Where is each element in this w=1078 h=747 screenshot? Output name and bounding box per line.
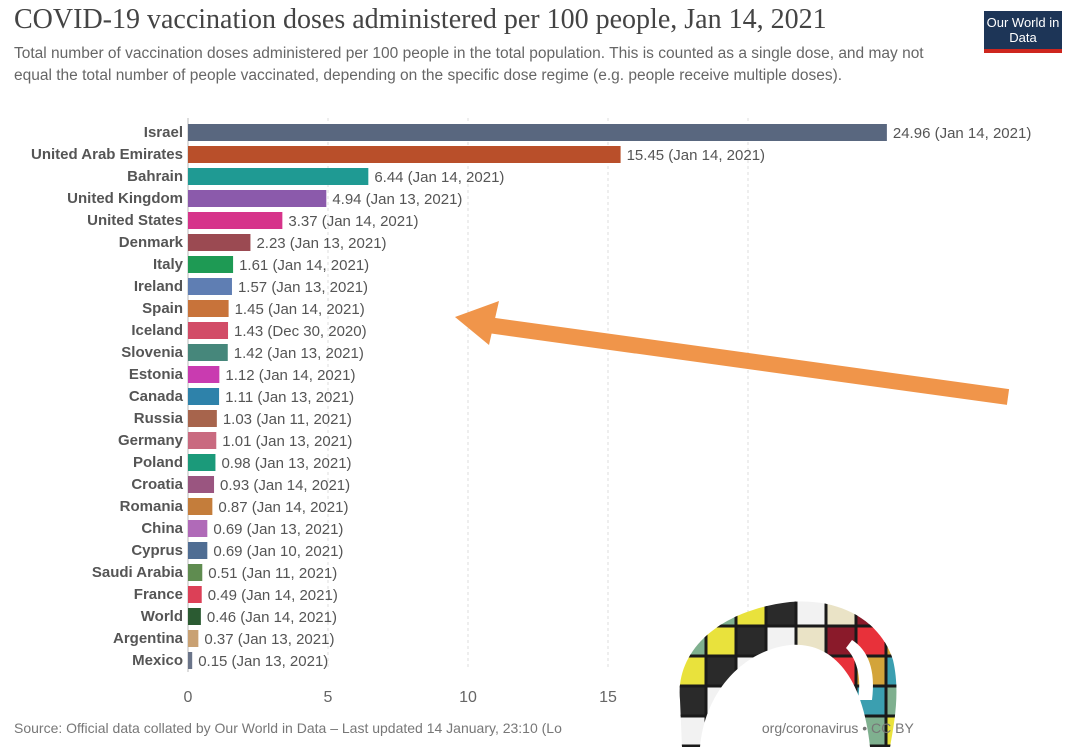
source-note: Source: Official data collated by Our Wo… (14, 720, 1074, 736)
category-label: Cyprus (131, 542, 183, 559)
bars: Israel 24.96 (Jan 14, 2021) United Arab Em… (31, 124, 1031, 670)
category-label: Germany (118, 432, 184, 449)
value-label: 0.98 (Jan 13, 2021) (221, 455, 351, 472)
category-label: Saudi Arabia (92, 564, 184, 581)
category-label: Poland (133, 454, 183, 471)
value-label: 4.94 (Jan 13, 2021) (332, 191, 462, 208)
bar-spain[interactable] (188, 300, 229, 317)
value-label: 1.01 (Jan 13, 2021) (222, 433, 352, 450)
owid-logo[interactable]: Our World in Data (984, 11, 1062, 53)
bar-canada[interactable] (188, 388, 220, 405)
bar-estonia[interactable] (188, 366, 220, 383)
value-label: 1.61 (Jan 14, 2021) (239, 257, 369, 274)
value-label: 24.96 (Jan 14, 2021) (893, 125, 1031, 142)
category-label: Croatia (131, 476, 183, 493)
category-label: Mexico (132, 652, 183, 669)
sticker-inner-cutout (700, 644, 870, 747)
bar-cyprus[interactable] (188, 542, 208, 559)
value-label: 6.44 (Jan 14, 2021) (374, 169, 504, 186)
value-label: 0.69 (Jan 13, 2021) (213, 521, 343, 538)
x-tick-label: 15 (599, 689, 617, 706)
bar-denmark[interactable] (188, 234, 251, 251)
category-label: Italy (153, 256, 184, 273)
category-label: Canada (129, 388, 184, 405)
value-label: 1.45 (Jan 14, 2021) (235, 301, 365, 318)
category-label: United States (87, 212, 183, 229)
bar-romania[interactable] (188, 498, 213, 515)
value-label: 1.11 (Jan 13, 2021) (225, 389, 354, 406)
chart-title: COVID-19 vaccination doses administered … (14, 4, 827, 35)
bar-russia[interactable] (188, 410, 217, 427)
bar-united-kingdom[interactable] (188, 190, 327, 207)
category-label: Iceland (131, 322, 183, 339)
category-label: Estonia (129, 366, 184, 383)
category-label: Slovenia (121, 344, 183, 361)
value-label: 0.15 (Jan 13, 2021) (198, 653, 328, 670)
value-label: 1.42 (Jan 13, 2021) (234, 345, 364, 362)
value-label: 1.57 (Jan 13, 2021) (238, 279, 368, 296)
chart-subtitle: Total number of vaccination doses admini… (14, 45, 924, 84)
value-label: 1.12 (Jan 14, 2021) (225, 367, 355, 384)
value-label: 0.87 (Jan 14, 2021) (218, 499, 348, 516)
value-label: 3.37 (Jan 14, 2021) (288, 213, 418, 230)
category-label: United Kingdom (67, 190, 183, 207)
category-label: Denmark (119, 234, 184, 251)
bar-argentina[interactable] (188, 630, 199, 647)
x-axis-ticks: 05101520 (184, 689, 757, 706)
bar-germany[interactable] (188, 432, 217, 449)
bar-united-arab-emirates[interactable] (188, 146, 621, 163)
bar-saudi-arabia[interactable] (188, 564, 203, 581)
category-label: Bahrain (127, 168, 183, 185)
arrow-head (455, 301, 499, 345)
bar-united-states[interactable] (188, 212, 283, 229)
bar-slovenia[interactable] (188, 344, 228, 361)
bar-ireland[interactable] (188, 278, 232, 295)
category-label: World (141, 608, 183, 625)
bar-iceland[interactable] (188, 322, 229, 339)
value-label: 0.51 (Jan 11, 2021) (208, 565, 337, 582)
category-label: Spain (142, 300, 183, 317)
source-text: Source: Official data collated by Our Wo… (14, 720, 562, 736)
value-label: 0.69 (Jan 10, 2021) (213, 543, 343, 560)
category-label: United Arab Emirates (31, 146, 183, 163)
value-label: 2.23 (Jan 13, 2021) (256, 235, 386, 252)
value-label: 0.46 (Jan 14, 2021) (207, 609, 337, 626)
x-tick-label: 0 (184, 689, 193, 706)
bar-mexico[interactable] (188, 652, 193, 669)
value-label: 0.49 (Jan 14, 2021) (208, 587, 338, 604)
value-label: 1.43 (Dec 30, 2020) (234, 323, 367, 340)
x-tick-label: 10 (459, 689, 477, 706)
bar-china[interactable] (188, 520, 208, 537)
bar-bahrain[interactable] (188, 168, 369, 185)
value-label: 0.37 (Jan 13, 2021) (204, 631, 334, 648)
bar-italy[interactable] (188, 256, 234, 273)
bar-world[interactable] (188, 608, 201, 625)
category-label: Ireland (134, 278, 183, 295)
arrow-shaft (486, 317, 1010, 405)
value-label: 15.45 (Jan 14, 2021) (627, 147, 765, 164)
category-label: China (141, 520, 183, 537)
bar-france[interactable] (188, 586, 202, 603)
value-label: 0.93 (Jan 14, 2021) (220, 477, 350, 494)
source-link[interactable]: org/coronavirus • CC BY (761, 720, 914, 736)
value-label: 1.03 (Jan 11, 2021) (223, 411, 352, 428)
category-label: France (134, 586, 183, 603)
category-label: Israel (144, 124, 183, 141)
category-label: Argentina (113, 630, 184, 647)
category-label: Romania (120, 498, 184, 515)
bar-croatia[interactable] (188, 476, 215, 493)
bar-poland[interactable] (188, 454, 216, 471)
category-label: Russia (134, 410, 184, 427)
sticker-notch (846, 640, 874, 700)
x-tick-label: 5 (324, 689, 333, 706)
bar-israel[interactable] (188, 124, 887, 141)
annotation-arrow (455, 301, 1010, 405)
